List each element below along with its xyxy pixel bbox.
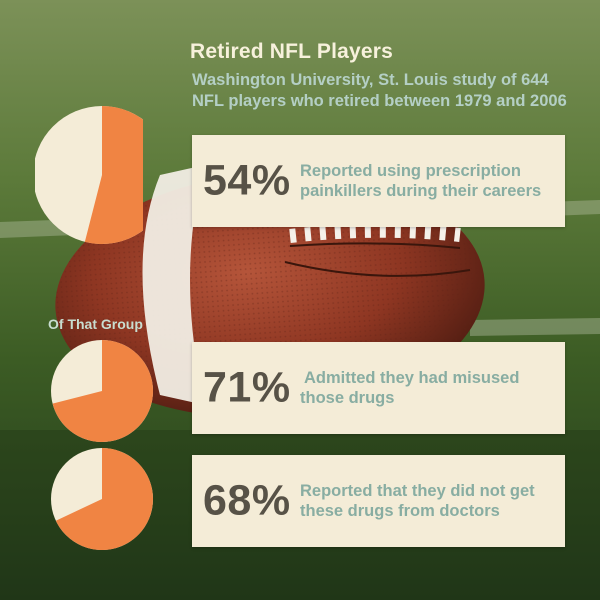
stat-panel: 54% Reported using prescription painkill…	[192, 135, 565, 227]
subtitle-line: Washington University, St. Louis study o…	[192, 71, 549, 89]
infographic-title: Retired NFL Players	[190, 40, 393, 63]
description-line: Admitted they had misused	[300, 369, 520, 387]
group-label: Of That Group	[48, 316, 143, 332]
stat-panel: 68% Reported that they did not get these…	[192, 455, 565, 547]
stat-percent: 54%	[203, 156, 291, 205]
infographic-subtitle: Washington University, St. Louis study o…	[192, 70, 592, 112]
stat-percent: 68%	[203, 476, 291, 525]
description-line: Reported using prescription	[300, 162, 521, 180]
description-line: these drugs from doctors	[300, 502, 500, 520]
description-line: painkillers during their careers	[300, 182, 542, 200]
subtitle-line: NFL players who retired between 1979 and…	[192, 92, 567, 110]
pie-chart-misused	[51, 340, 153, 442]
description-line: Reported that they did not get	[300, 482, 535, 500]
description-line: those drugs	[300, 389, 395, 407]
pie-chart-not-from-doctors	[51, 448, 153, 550]
stat-description: Admitted they had misused those drugs	[300, 368, 519, 408]
pie-value-slice	[52, 340, 153, 442]
pie-chart-painkillers	[35, 106, 143, 244]
stat-panel: 71% Admitted they had misused those drug…	[192, 342, 565, 434]
stat-description: Reported that they did not get these dru…	[300, 481, 535, 521]
stat-description: Reported using prescription painkillers …	[300, 161, 541, 201]
stat-percent: 71%	[203, 363, 291, 412]
pie-value-slice	[84, 106, 143, 244]
pie-value-slice	[55, 448, 153, 550]
